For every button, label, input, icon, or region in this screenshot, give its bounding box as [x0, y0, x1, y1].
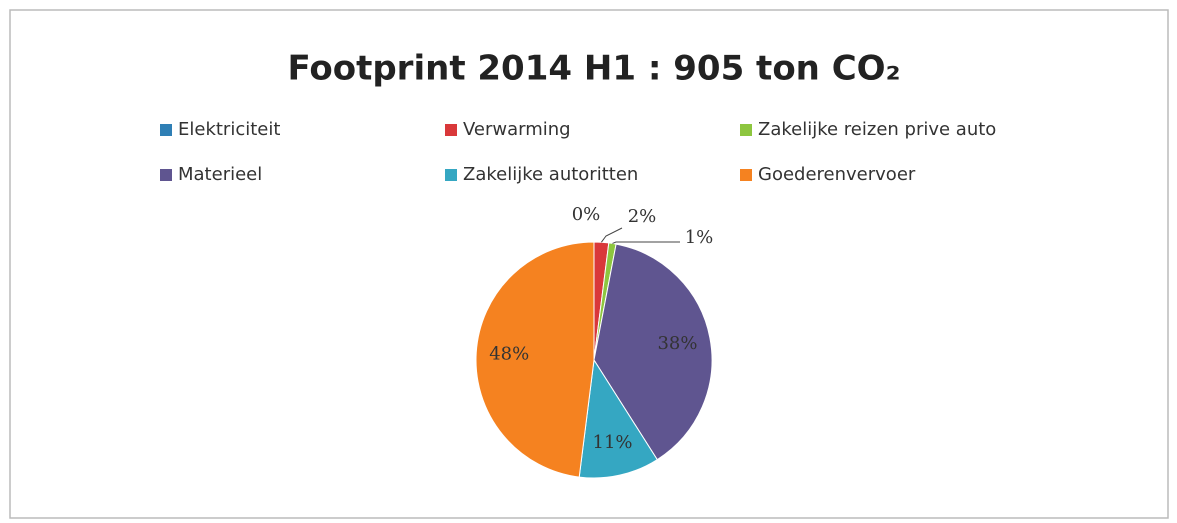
leader-line [612, 241, 680, 244]
data-label: 11% [593, 432, 633, 453]
legend-label: Elektriciteit [178, 119, 280, 140]
legend-label: Verwarming [463, 119, 571, 140]
legend-label: Materieel [178, 164, 262, 185]
chart-title: Footprint 2014 H1 : 905 ton CO₂ [288, 49, 901, 89]
legend-label: Zakelijke autoritten [463, 164, 638, 185]
legend-swatch [445, 124, 457, 136]
legend-label: Goederenvervoer [758, 164, 916, 185]
data-label: 2% [628, 206, 657, 227]
legend-swatch [740, 169, 752, 181]
leader-line [601, 227, 623, 243]
data-label: 48% [489, 344, 529, 365]
data-label: 38% [657, 333, 697, 354]
legend-swatch [740, 124, 752, 136]
legend-swatch [160, 124, 172, 136]
data-label: 1% [685, 227, 714, 248]
legend-swatch [160, 169, 172, 181]
pie-slice [475, 241, 595, 478]
legend-swatch [445, 169, 457, 181]
data-label: 0% [572, 204, 601, 225]
legend-label: Zakelijke reizen prive auto [758, 119, 996, 140]
pie-slice [578, 358, 658, 479]
